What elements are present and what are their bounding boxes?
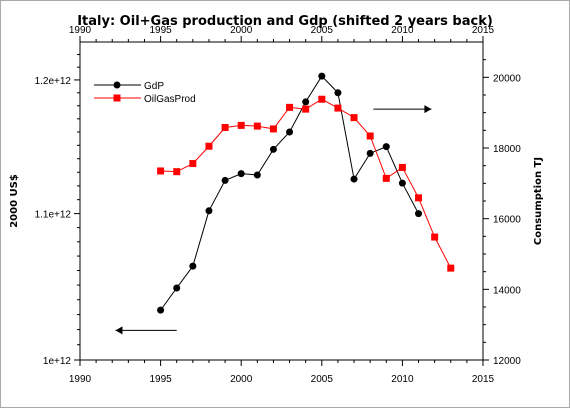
- y-left-tick-label: 1e+12: [43, 356, 72, 367]
- data-point-gdp: [382, 143, 390, 151]
- data-point-oilgasprod: [318, 95, 326, 103]
- data-point-gdp: [221, 176, 229, 184]
- data-point-oilgasprod: [447, 264, 455, 272]
- data-point-gdp: [205, 207, 213, 215]
- legend-label-oilgas: OilGasProd: [144, 94, 196, 105]
- data-point-gdp: [157, 306, 165, 314]
- data-point-oilgasprod: [382, 174, 390, 182]
- data-point-gdp: [302, 98, 310, 106]
- data-point-oilgasprod: [334, 104, 342, 112]
- data-point-gdp: [269, 145, 277, 153]
- data-point-oilgasprod: [189, 160, 197, 168]
- data-point-oilgasprod: [157, 167, 165, 175]
- data-point-oilgasprod: [366, 132, 374, 140]
- x-tick-label-top: 2005: [311, 25, 334, 36]
- x-tick-label-bottom: 2010: [391, 374, 414, 385]
- x-tick-label-bottom: 2015: [472, 374, 495, 385]
- x-tick-label-bottom: 2000: [230, 374, 253, 385]
- annotations-layer: [115, 105, 432, 335]
- data-point-gdp: [189, 262, 197, 270]
- data-point-gdp: [334, 89, 342, 97]
- y-left-tick-label: 1.1e+12: [35, 210, 72, 221]
- data-point-oilgasprod: [350, 114, 358, 122]
- x-tick-label-top: 2015: [472, 25, 495, 36]
- x-tick-label-top: 2010: [391, 25, 414, 36]
- data-point-gdp: [350, 175, 358, 183]
- y-right-tick-label: 12000: [493, 356, 521, 367]
- data-point-oilgasprod: [398, 163, 406, 171]
- y-right-tick-label: 18000: [493, 144, 521, 155]
- series-line-oilgasprod: [160, 98, 452, 269]
- data-point-oilgasprod: [221, 124, 229, 132]
- x-tick-label-bottom: 2005: [311, 374, 334, 385]
- data-point-oilgasprod: [205, 142, 213, 150]
- data-point-gdp: [237, 170, 245, 178]
- data-point-oilgasprod: [253, 122, 261, 130]
- y-axis-left: 1e+12 1.1e+12 1.2e+12: [35, 54, 80, 367]
- y-left-tick-label: 1.2e+12: [35, 76, 72, 87]
- data-point-gdp: [366, 149, 374, 157]
- x-tick-label-top: 1995: [149, 25, 172, 36]
- arrow-left-head: [115, 326, 123, 335]
- y-right-tick-label: 14000: [493, 285, 521, 296]
- x-tick-label-top: 1990: [69, 25, 92, 36]
- arrow-right-head: [424, 105, 432, 114]
- series-layer: [157, 72, 455, 314]
- y-axis-right-label: Consumption TJ: [533, 157, 544, 245]
- x-tick-label-bottom: 1995: [149, 374, 172, 385]
- plot-area: [79, 41, 484, 361]
- data-point-gdp: [318, 72, 326, 80]
- x-tick-label-top: 2000: [230, 25, 253, 36]
- data-point-oilgasprod: [173, 168, 181, 176]
- data-point-oilgasprod: [415, 194, 423, 202]
- data-point-gdp: [253, 171, 261, 179]
- data-point-oilgasprod: [431, 233, 439, 241]
- legend-marker-gdp: [113, 81, 121, 89]
- data-point-oilgasprod: [269, 125, 277, 133]
- data-point-oilgasprod: [237, 121, 245, 129]
- y-right-tick-label: 16000: [493, 215, 521, 226]
- data-point-gdp: [415, 210, 423, 218]
- data-point-gdp: [286, 128, 294, 136]
- legend-marker-oilgas: [113, 94, 121, 102]
- y-right-tick-label: 20000: [493, 73, 521, 84]
- x-axis-bottom: 1990 1995 2000 2005 2010 2015: [69, 360, 495, 385]
- y-axis-right: 12000 14000 16000 18000 20000: [483, 59, 521, 367]
- data-point-gdp: [173, 284, 181, 292]
- legend-label-gdp: GdP: [144, 81, 164, 92]
- legend: GdP OilGasProd: [94, 81, 196, 105]
- chart-title: Italy: Oil+Gas production and Gdp (shift…: [77, 14, 493, 29]
- data-point-gdp: [398, 179, 406, 187]
- y-axis-left-label: 2000 US$: [9, 174, 20, 228]
- x-tick-label-bottom: 1990: [69, 374, 92, 385]
- data-point-oilgasprod: [286, 103, 294, 111]
- x-axis-top: 1990 1995 2000 2005 2010 2015: [69, 25, 495, 42]
- data-point-oilgasprod: [302, 105, 310, 113]
- series-line-gdp: [160, 75, 419, 311]
